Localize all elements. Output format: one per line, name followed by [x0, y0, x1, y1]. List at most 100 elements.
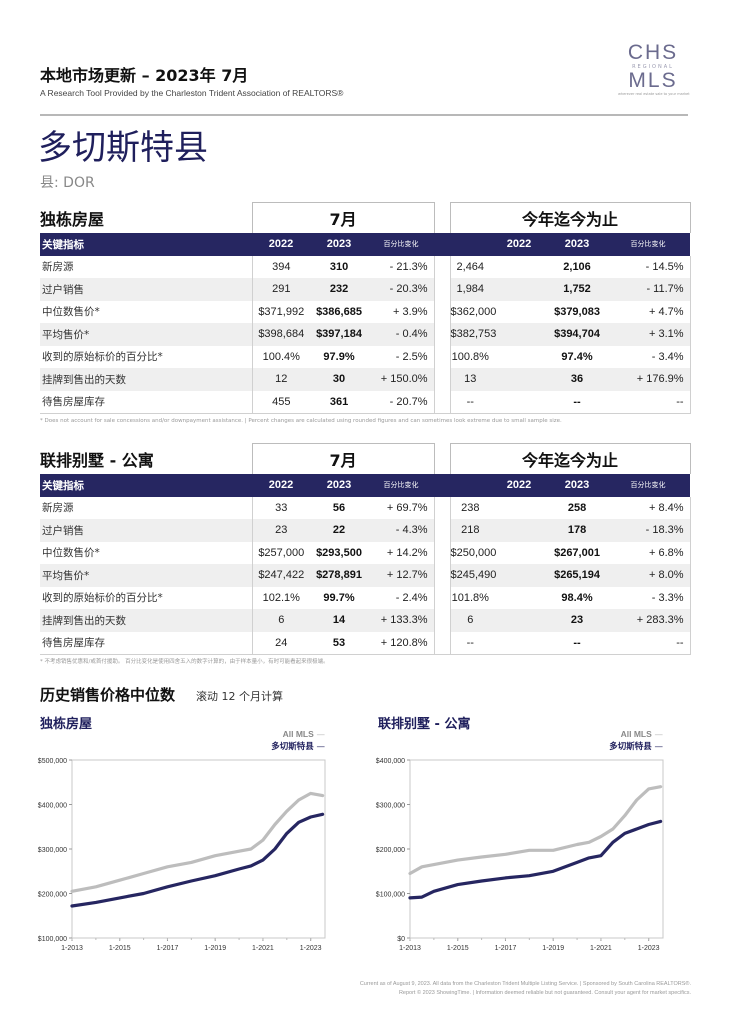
table-row: 收到的原始标价的百分比* 100.4% 97.9% - 2.5% 100.8% 97.4%… [40, 345, 691, 368]
cell-month-2023: 30 [310, 368, 369, 391]
chs-mls-logo: CHS REGIONAL MLS wherever real estate sa… [618, 42, 690, 97]
cell-ytd-2022: 2,464 [449, 255, 491, 278]
cell-ytd-2023: 97.4% [561, 350, 593, 363]
history-subtitle: 滚动 12 个月计算 [196, 690, 283, 703]
table-row: 待售房屋库存 455 361- 20.7% -- -- -- [40, 390, 691, 414]
cell-ytd-2022: 6 [449, 609, 491, 632]
cell-month-2023: $278,891 [310, 564, 369, 587]
header-year-2023: 2023 [310, 233, 369, 256]
cell-month-2022: 6 [251, 609, 311, 632]
series-line-county [70, 812, 325, 908]
cell-month-pct: + 3.9% [368, 300, 435, 323]
section-title: 独栋房屋 [40, 209, 105, 229]
cell-ytd-2023: $267,001 [554, 546, 600, 559]
table-row: 待售房屋库存 24 53 + 120.8% -- -- -- [40, 631, 691, 655]
logo-text-regional: REGIONAL [632, 64, 674, 70]
cell-month-2022: 102.1% [251, 586, 311, 609]
cell-ytd-2022: $250,000 [449, 541, 496, 564]
x-tick-label: 1-2021 [590, 945, 612, 952]
chart-legend-single-family: All MLS — 多切斯特县 — [271, 729, 325, 752]
table-row: 中位数售价* $371,992 $386,685 + 3.9% $362,000 $379… [40, 300, 691, 323]
cell-month-pct: - 2.5% [368, 345, 435, 368]
cell-ytd-2023: $379,083 [554, 305, 600, 318]
header-year-2023: 2023 [548, 233, 607, 256]
header-divider [40, 114, 688, 116]
cell-month-pct: - 21.3% [368, 255, 435, 278]
cell-month-pct: + 120.8% [368, 631, 435, 655]
cell-month-2022: $398,684 [251, 323, 311, 346]
cell-month-pct: - 4.3% [368, 519, 435, 542]
cell-month-2023: 99.7% [323, 591, 355, 604]
stats-table: 联排别墅 - 公寓 7月 今年迄今为止 关键指标 2022 2023 百分比变化 2022 20… [40, 443, 691, 655]
table-row: 挂牌到售出的天数 6 14 + 133.3% 6 23 + 283.3% [40, 609, 691, 632]
y-tick-label: $200,000 [376, 847, 405, 854]
header-year-2022: 2022 [252, 474, 311, 497]
cell-month-2022: $247,422 [251, 564, 311, 587]
cell-month-2022: $371,992 [251, 300, 311, 323]
chart-title-townhouse: 联排别墅 - 公寓 [378, 717, 471, 732]
cell-ytd-2022: 100.8% [449, 345, 491, 368]
cell-ytd-pct: -- [606, 390, 691, 414]
stats-table: 独栋房屋 7月 今年迄今为止 关键指标 2022 2023 百分比变化 2022 2023 百分比… [40, 202, 691, 414]
cell-month-pct: - 2.4% [368, 586, 435, 609]
footer-line-2: Report © 2023 ShowingTime. | Information… [398, 990, 691, 996]
cell-ytd-pct: - 18.3% [606, 519, 691, 542]
cell-month-pct: - 0.4% [368, 323, 435, 346]
row-label: 过户销售 [40, 278, 253, 301]
x-tick-label: 1-2017 [495, 945, 517, 952]
cell-ytd-2023: $265,194 [548, 564, 607, 587]
cell-ytd-2022: $382,753 [449, 323, 496, 346]
cell-ytd-pct: + 4.7% [606, 300, 691, 323]
cell-ytd-2022: $362,000 [449, 300, 496, 323]
y-tick-label: $100,000 [376, 892, 405, 899]
history-title: 历史销售价格中位数 [40, 686, 176, 704]
cell-month-2022: 33 [251, 496, 311, 519]
cell-month-2023: 232 [310, 278, 369, 301]
group-title-month: 7月 [251, 202, 435, 233]
legend-county: 多切斯特县 [271, 742, 314, 752]
cell-month-2022: 100.4% [251, 345, 311, 368]
report-subtitle: A Research Tool Provided by the Charlest… [40, 88, 344, 98]
y-tick-label: $400,000 [38, 803, 67, 810]
cell-ytd-2023: 1,752 [548, 278, 607, 301]
cell-month-2022: 455 [251, 390, 311, 414]
cell-ytd-2022: 1,984 [449, 278, 491, 301]
table-row: 新房源 394 310 - 21.3% 2,464 2,106 - 14.5% [40, 255, 691, 278]
cell-ytd-2023: 36 [548, 368, 607, 391]
cell-month-pct: - 20.3% [368, 278, 435, 301]
cell-ytd-pct: - 14.5% [606, 255, 691, 278]
cell-month-2023: 97.9% [323, 350, 355, 363]
y-tick-label: $300,000 [38, 847, 67, 854]
y-tick-label: $500,000 [38, 758, 67, 765]
legend-county: 多切斯特县 [609, 742, 652, 752]
cell-month-2023: 56 [332, 501, 346, 514]
header-pct-change: 百分比变化 [606, 474, 691, 497]
cell-ytd-pct: + 283.3% [606, 609, 691, 632]
cell-month-pct: + 150.0% [368, 368, 435, 391]
x-tick-label: 1-2019 [204, 945, 226, 952]
plot-area [71, 759, 326, 939]
group-title-ytd: 今年迄今为止 [449, 443, 691, 474]
cell-ytd-pct: + 6.8% [606, 541, 691, 564]
chart-townhouse: $0 $100,000 $200,000 $300,000 $400,000 1-2013… [376, 758, 664, 952]
cell-ytd-2023: -- [548, 390, 607, 414]
cell-month-2023: 310 [329, 260, 349, 273]
cell-ytd-2023: 98.4% [561, 591, 593, 604]
group-title-month: 7月 [251, 443, 435, 474]
header-year-2022: 2022 [490, 233, 549, 256]
y-tick-label: $0 [397, 936, 405, 943]
row-label: 平均售价* [40, 564, 253, 587]
cell-ytd-2023: 258 [567, 501, 587, 514]
table-row: 平均售价* $398,684 $397,184- 0.4% $382,753 $394,… [40, 323, 691, 346]
cell-ytd-pct: + 3.1% [606, 323, 691, 346]
row-label: 收到的原始标价的百分比* [42, 592, 163, 605]
table-row: 新房源 33 56 + 69.7% 238 258 + 8.4% [40, 496, 691, 519]
cell-month-2023: 14 [310, 609, 369, 632]
cell-ytd-2023: 178 [548, 519, 607, 542]
row-label: 收到的原始标价的百分比* [42, 351, 163, 364]
legend-all-mls: All MLS [620, 729, 652, 739]
x-tick-label: 1-2013 [399, 945, 421, 952]
x-tick-label: 1-2015 [109, 945, 131, 952]
y-tick-label: $300,000 [376, 803, 405, 810]
x-tick-label: 1-2017 [157, 945, 179, 952]
